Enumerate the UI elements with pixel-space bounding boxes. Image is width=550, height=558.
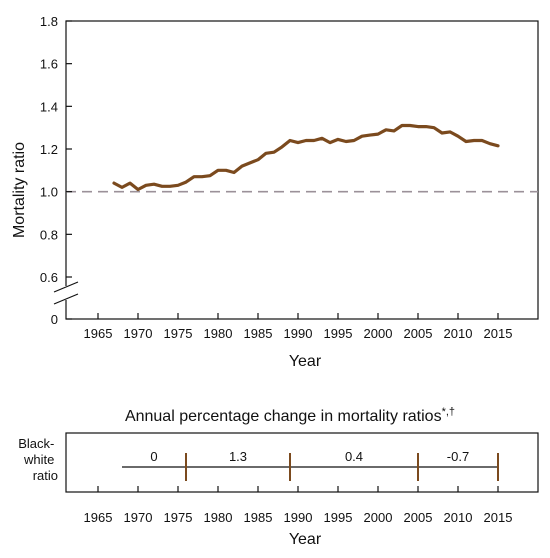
panel-title: Annual percentage change in mortality ra…: [125, 406, 455, 425]
axis-break-icon: [53, 281, 79, 305]
panel-frame: [65, 432, 539, 493]
x-tick-label: 1965: [84, 510, 113, 525]
x-tick-label: 2005: [404, 510, 433, 525]
x-tick-label: 1985: [244, 510, 273, 525]
row-label-line-3: ratio: [33, 468, 58, 483]
x-tick-label: 1975: [164, 510, 193, 525]
row-label-black-white-ratio: Black- white ratio: [18, 436, 58, 483]
segment-label: 0: [150, 449, 157, 464]
mortality-ratio-chart: 00.60.81.01.21.41.61.8 1965 1970 1975 1980 1…: [11, 14, 539, 370]
plot-frame: [65, 20, 539, 320]
segment-label: -0.7: [447, 449, 469, 464]
x-tick-label: 1975: [164, 326, 193, 341]
x-tick-label: 1970: [124, 510, 153, 525]
x-tick-label: 2015: [484, 326, 513, 341]
y-axis-ticks: 0 0.6 0.8 1.0 1.2 1.4 1.6 1.8: [40, 14, 72, 327]
y-tick-label: 1.2: [40, 142, 58, 157]
x-tick-label: 1995: [324, 326, 353, 341]
x-axis-title: Year: [289, 353, 322, 370]
x-tick-label: 2005: [404, 326, 433, 341]
segment-label: 1.3: [229, 449, 247, 464]
x-tick-label: 2015: [484, 510, 513, 525]
y-tick-label: 0.8: [40, 227, 58, 242]
x-tick-label: 2000: [364, 510, 393, 525]
y-tick-label: 1.0: [40, 185, 58, 200]
annual-change-panel: Annual percentage change in mortality ra…: [18, 406, 539, 548]
series-line-mortality-ratio: [112, 123, 500, 192]
axis-break-slash: [53, 281, 79, 293]
x-tick-label: 2010: [444, 510, 473, 525]
row-label-line-2: white: [23, 452, 54, 467]
y-tick-label: 1.8: [40, 14, 58, 29]
row-label-line-1: Black-: [18, 436, 54, 451]
x-tick-label: 2010: [444, 326, 473, 341]
x-tick-label: 1980: [204, 326, 233, 341]
y-tick-label: 1.4: [40, 99, 58, 114]
y-axis-title: Mortality ratio: [11, 142, 28, 238]
x-tick-label: 1985: [244, 326, 273, 341]
segment-label: 0.4: [345, 449, 363, 464]
panel-title-footnote-marks: *,†: [442, 406, 455, 418]
x-tick-label: 1990: [284, 326, 313, 341]
panel-title-text: Annual percentage change in mortality ra…: [125, 408, 442, 425]
x-tick-label: 2000: [364, 326, 393, 341]
y-tick-label: 0.6: [40, 270, 58, 285]
axis-break-slash: [53, 293, 79, 305]
axis-break-gap: [54, 286, 78, 300]
y-tick-label: 0: [51, 312, 58, 327]
y-tick-label: 1.6: [40, 57, 58, 72]
x-tick-label: 1995: [324, 510, 353, 525]
x-tick-label: 1980: [204, 510, 233, 525]
segment-labels: 0 1.3 0.4 -0.7: [150, 449, 469, 464]
x-tick-label: 1970: [124, 326, 153, 341]
breakpoint-markers: [185, 453, 499, 481]
x-axis-ticks: 1965 1970 1975 1980 1985 1990 1995 2000 2005 2010…: [84, 313, 513, 341]
x-axis-ticks-bottom: 1965 1970 1975 1980 1985 1990 1995 2000 2005 2010…: [84, 486, 513, 525]
x-axis-title-bottom: Year: [289, 531, 322, 548]
x-tick-label: 1965: [84, 326, 113, 341]
x-tick-label: 1990: [284, 510, 313, 525]
